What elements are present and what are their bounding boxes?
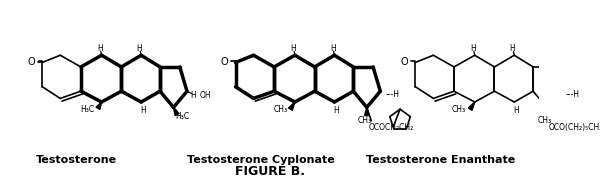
Text: O: O [28,57,35,68]
Polygon shape [173,107,179,116]
Text: H: H [97,45,103,53]
Text: FIGURE B.: FIGURE B. [235,165,305,178]
Polygon shape [544,107,549,116]
Polygon shape [289,102,295,110]
Text: ---H: ---H [565,90,580,99]
Text: O: O [401,57,409,68]
Text: H: H [140,106,146,115]
Text: OCOCH₂CH₂: OCOCH₂CH₂ [368,123,414,132]
Text: H: H [191,91,196,100]
Text: CH₃: CH₃ [538,116,552,125]
Text: H: H [136,45,142,53]
Text: H₃C: H₃C [175,112,190,121]
Text: ---H: ---H [386,90,400,99]
Text: H₃C: H₃C [80,105,94,114]
Text: H: H [513,106,519,115]
Polygon shape [468,102,475,110]
Polygon shape [365,107,369,116]
Text: H: H [290,45,296,53]
Text: H: H [509,45,515,53]
Text: Testosterone Cyplonate: Testosterone Cyplonate [187,155,335,165]
Polygon shape [96,102,101,109]
Text: OH: OH [200,91,211,100]
Text: H: H [330,45,335,53]
Text: Testosterone Enanthate: Testosterone Enanthate [366,155,515,165]
Text: H: H [334,106,339,115]
Text: CH₃: CH₃ [452,105,466,114]
Text: CH₃: CH₃ [274,105,287,114]
Text: OCO(CH₂)₅CH₃: OCO(CH₂)₅CH₃ [548,123,600,132]
Text: CH₃: CH₃ [358,116,372,125]
Text: Testosterone: Testosterone [36,155,117,165]
Text: H: H [470,45,476,53]
Text: O: O [221,57,229,68]
